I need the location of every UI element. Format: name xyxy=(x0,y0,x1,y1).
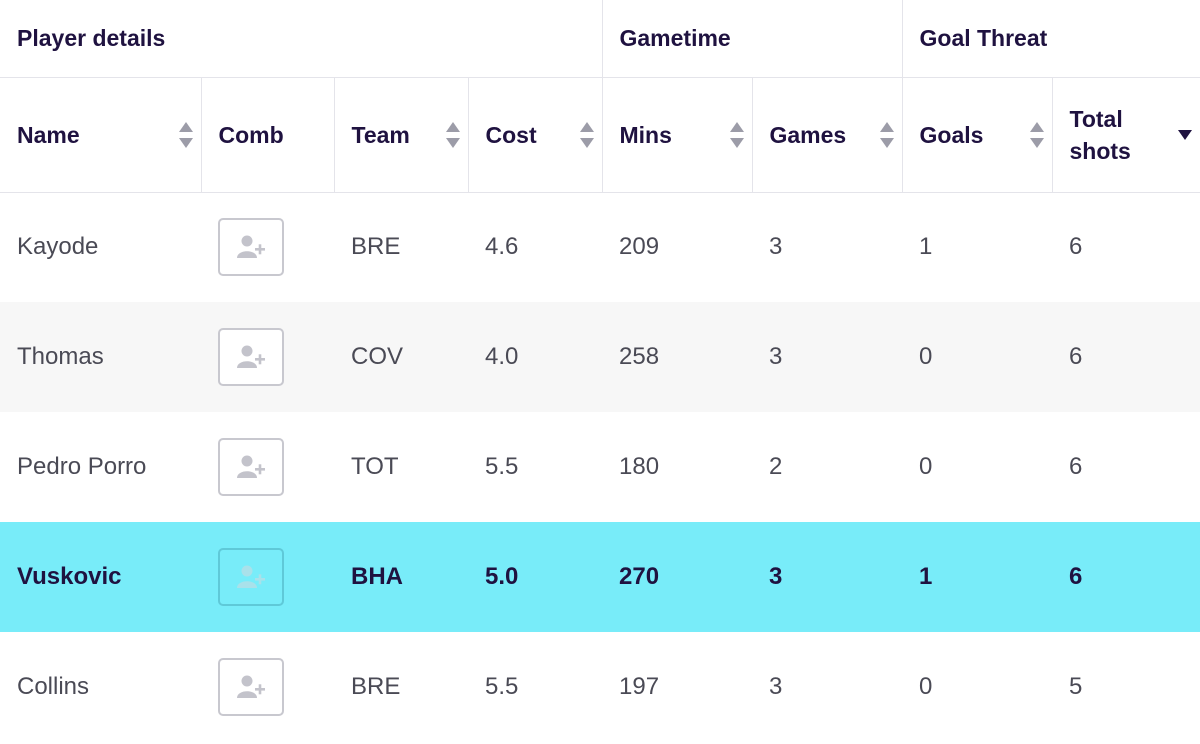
player-name: Kayode xyxy=(17,233,99,261)
column-label-line1: Total xyxy=(1069,105,1123,132)
column-label: Games xyxy=(769,121,847,148)
games-cell: 3 xyxy=(769,673,783,700)
team-cell: BRE xyxy=(351,673,401,700)
column-label: Team xyxy=(351,121,410,148)
table-row[interactable]: Kayode BRE 4.6 209 3 1 6 xyxy=(0,192,1200,302)
goals-cell: 0 xyxy=(902,302,1052,412)
table-row-highlighted[interactable]: Vuskovic BHA 5.0 270 3 1 6 xyxy=(0,522,1200,632)
sort-arrows-icon[interactable] xyxy=(729,121,744,148)
column-header-name[interactable]: Name xyxy=(0,77,202,193)
add-user-icon xyxy=(237,235,265,259)
cost-cell: 5.0 xyxy=(468,522,602,632)
cost-cell: 4.6 xyxy=(485,233,519,261)
cost-cell: 5.5 xyxy=(485,673,519,700)
cost-cell: 5.5 xyxy=(485,453,519,480)
column-label: Total shots xyxy=(1070,103,1131,167)
player-name: Vuskovic xyxy=(0,522,201,632)
team-cell: BHA xyxy=(334,522,468,632)
goals-cell: 1 xyxy=(902,522,1052,632)
column-label: Comb xyxy=(218,121,284,148)
group-gametime: Gametime xyxy=(602,0,903,78)
add-user-icon xyxy=(237,345,265,368)
team-cell: COV xyxy=(334,302,468,412)
shots-cell: 6 xyxy=(1052,302,1200,412)
table-row[interactable]: Pedro Porro TOT 5.5 180 2 0 6 xyxy=(0,412,1200,522)
sort-arrows-icon[interactable] xyxy=(178,121,193,148)
add-to-comb-button[interactable] xyxy=(218,438,284,496)
shots-cell: 6 xyxy=(1052,522,1200,632)
sort-descending-icon[interactable] xyxy=(1178,122,1192,148)
games-cell: 2 xyxy=(769,453,783,480)
column-header-total-shots[interactable]: Total shots xyxy=(1052,77,1200,193)
comb-cell xyxy=(201,192,334,302)
column-label: Goals xyxy=(919,121,984,148)
add-to-comb-button[interactable] xyxy=(218,218,284,277)
column-header-row: Name Comb Team Cost Mins Games xyxy=(0,77,1200,193)
column-header-goals[interactable]: Goals xyxy=(902,77,1053,193)
cost-cell: 4.0 xyxy=(468,302,602,412)
games-cell: 3 xyxy=(769,233,783,261)
comb-cell xyxy=(201,632,334,742)
table-row[interactable]: Collins BRE 5.5 197 3 0 5 xyxy=(0,632,1200,742)
group-goal-threat: Goal Threat xyxy=(902,0,1200,78)
column-label: Name xyxy=(17,121,80,148)
group-player-details: Player details xyxy=(0,0,603,78)
add-user-icon xyxy=(237,455,265,478)
comb-cell xyxy=(201,412,334,522)
table-row[interactable]: Thomas COV 4.0 258 3 0 6 xyxy=(0,302,1200,412)
add-to-comb-button[interactable] xyxy=(218,548,284,606)
player-name: Pedro Porro xyxy=(17,453,147,480)
column-label: Mins xyxy=(619,121,672,148)
games-cell: 3 xyxy=(752,522,902,632)
column-header-comb: Comb xyxy=(201,77,335,193)
sort-arrows-icon[interactable] xyxy=(1029,121,1044,148)
goals-cell: 0 xyxy=(919,673,933,700)
add-to-comb-button[interactable] xyxy=(218,658,284,716)
games-cell: 3 xyxy=(752,302,902,412)
add-to-comb-button[interactable] xyxy=(218,328,284,386)
mins-cell: 197 xyxy=(619,673,660,700)
shots-cell: 6 xyxy=(1069,453,1083,480)
mins-cell: 270 xyxy=(602,522,752,632)
add-user-icon xyxy=(237,675,265,698)
mins-cell: 258 xyxy=(602,302,752,412)
column-label: Cost xyxy=(485,121,537,148)
mins-cell: 180 xyxy=(619,453,660,480)
player-name: Collins xyxy=(17,673,90,700)
sort-arrows-icon[interactable] xyxy=(445,121,460,148)
shots-cell: 5 xyxy=(1069,673,1083,700)
goals-cell: 0 xyxy=(919,453,933,480)
column-header-team[interactable]: Team xyxy=(334,77,469,193)
column-label-line2: shots xyxy=(1069,137,1131,164)
player-name: Thomas xyxy=(0,302,201,412)
team-cell: BRE xyxy=(351,233,401,261)
comb-cell xyxy=(201,522,334,632)
group-header-row: Player details Gametime Goal Threat xyxy=(0,0,1200,78)
column-header-cost[interactable]: Cost xyxy=(468,77,603,193)
mins-cell: 209 xyxy=(619,233,660,261)
sort-arrows-icon[interactable] xyxy=(579,121,594,148)
goals-cell: 1 xyxy=(919,233,933,261)
sort-arrows-icon[interactable] xyxy=(879,121,894,148)
shots-cell: 6 xyxy=(1069,233,1083,261)
add-user-icon xyxy=(237,565,265,588)
column-header-games[interactable]: Games xyxy=(752,77,903,193)
column-header-mins[interactable]: Mins xyxy=(602,77,753,193)
team-cell: TOT xyxy=(351,453,399,480)
comb-cell xyxy=(201,302,334,412)
